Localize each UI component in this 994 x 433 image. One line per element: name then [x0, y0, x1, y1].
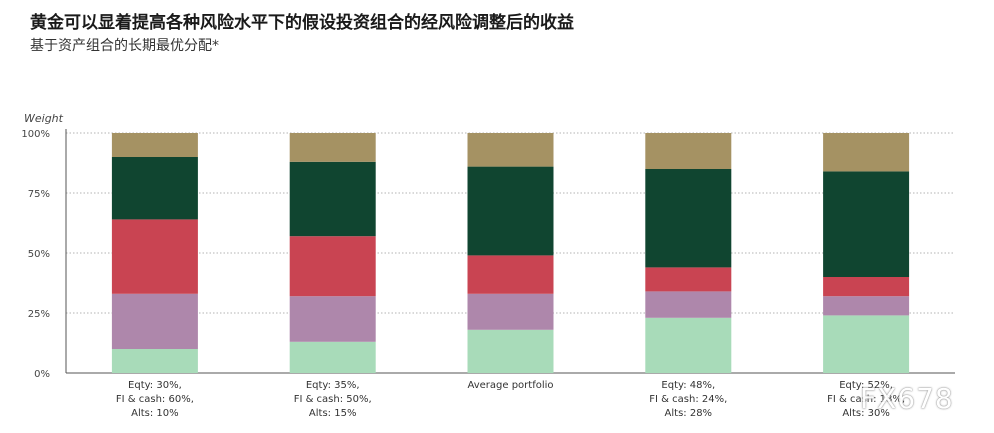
y-tick-label: 50% [28, 249, 50, 260]
bar-segment [289, 341, 376, 373]
x-category-label: Eqty: 35%, FI & cash: 50%, Alts: 15% [294, 380, 372, 419]
bar-segment [645, 133, 732, 169]
y-axis-label: Weight [24, 112, 64, 125]
bar-segment [111, 293, 198, 349]
bar-segment [645, 317, 732, 373]
bar-segment [467, 166, 554, 256]
bar-segment [823, 277, 910, 297]
chart-title: 黄金可以显着提高各种风险水平下的假设投资组合的经风险调整后的收益 [30, 13, 574, 33]
bar-segment [823, 315, 910, 373]
bar-segment [823, 171, 910, 277]
y-tick-label: 75% [28, 189, 50, 200]
bar-segment [645, 267, 732, 292]
bar-segment [823, 133, 910, 172]
x-category-label: Eqty: 48%, FI & cash: 24%, Alts: 28% [649, 380, 727, 419]
bar-segment [467, 293, 554, 330]
bar-segment [111, 349, 198, 373]
bar-segment [645, 169, 732, 268]
y-tick-label: 25% [28, 309, 50, 320]
x-category-label: Eqty: 52%, FI & cash: 18%, Alts: 30% [827, 380, 905, 419]
bar-segment [467, 133, 554, 167]
bar-segment [645, 291, 732, 318]
bar-segment [111, 219, 198, 294]
bar-segment [467, 255, 554, 294]
bar-segment [111, 157, 198, 220]
bar-segment [289, 161, 376, 237]
y-tick-label: 100% [21, 129, 50, 140]
bar-segment [289, 296, 376, 342]
bar-segment [289, 133, 376, 162]
chart-subtitle: 基于资产组合的长期最优分配* [30, 38, 219, 54]
y-tick-label: 0% [34, 369, 50, 380]
bar-segment [289, 236, 376, 297]
x-category-label: Eqty: 30%, FI & cash: 60%, Alts: 10% [116, 380, 194, 419]
watermark: FX678 [860, 382, 954, 415]
bar-segment [823, 296, 910, 316]
x-category-label: Average portfolio [467, 380, 553, 391]
bar-segment [111, 133, 198, 157]
bar-segment [467, 329, 554, 373]
